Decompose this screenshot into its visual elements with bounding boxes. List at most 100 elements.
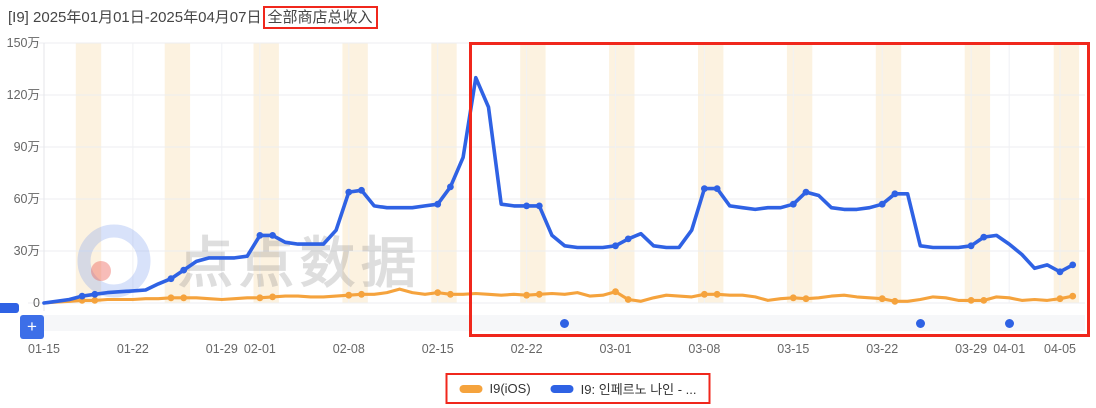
weekend-band (75, 43, 102, 303)
data-point-marker (269, 293, 276, 301)
data-point-marker (624, 235, 632, 243)
data-point-marker (256, 294, 264, 302)
data-point-marker (802, 188, 810, 196)
zoom-in-button[interactable]: + (20, 315, 44, 339)
svg-text:点点数据: 点点数据 (178, 232, 422, 294)
data-point-marker (980, 233, 988, 241)
data-point-marker (91, 297, 99, 304)
x-tick-label: 02-01 (244, 342, 276, 356)
data-point-marker (612, 242, 619, 250)
data-point-marker (612, 288, 619, 296)
weekend-band (786, 43, 813, 303)
data-point-marker (78, 292, 86, 300)
y-tick-label: 0 (33, 296, 40, 310)
legend-item-1[interactable]: I9: 인페르노 나인 - ... (550, 379, 697, 398)
x-tick-label: 01-15 (28, 342, 60, 356)
weekend-band (342, 43, 368, 303)
data-point-marker (701, 185, 708, 193)
chart-title: [I9] 2025年01月01日-2025年04月07日 全部商店总收入 (8, 6, 378, 29)
data-point-marker (967, 242, 975, 250)
weekend-band (875, 43, 902, 303)
datazoom-strip[interactable] (20, 315, 1085, 331)
weekend-band (1053, 43, 1080, 303)
x-tick-label: 04-01 (993, 342, 1025, 356)
x-tick-label: 02-22 (511, 342, 543, 356)
chart-title-prefix: [I9] 2025年01月01日-2025年04月07日 (8, 9, 262, 26)
x-tick-label: 03-29 (955, 342, 987, 356)
data-point-marker (1056, 295, 1064, 303)
y-tick-label: 120万 (7, 88, 40, 102)
diandian-watermark: 点点数据 (77, 224, 422, 298)
series-line-0[interactable] (42, 287, 1075, 305)
weekend-band (964, 43, 991, 303)
data-point-marker (358, 186, 365, 194)
weekend-band (164, 43, 191, 303)
legend-swatch-icon (550, 384, 574, 393)
data-point-marker (713, 185, 721, 193)
data-point-marker (713, 290, 721, 298)
data-point-marker (789, 200, 797, 208)
data-point-marker (980, 297, 988, 304)
data-point-marker (434, 289, 442, 296)
x-tick-label: 03-01 (600, 342, 632, 356)
weekend-band (698, 43, 724, 303)
event-marker-dot[interactable] (560, 319, 570, 328)
legend: I9(iOS) I9: 인페르노 나인 - ... (459, 379, 697, 398)
y-tick-label: 150万 (7, 36, 40, 50)
event-marker-dot[interactable] (915, 319, 925, 328)
event-marker-dot[interactable] (1004, 319, 1014, 328)
data-point-marker (878, 200, 886, 208)
data-point-marker (967, 297, 975, 304)
data-point-marker (523, 202, 530, 210)
data-point-marker (802, 295, 810, 303)
data-point-marker (180, 266, 188, 274)
data-point-marker (256, 232, 264, 239)
data-point-marker (891, 190, 899, 198)
chart-title-highlight: 全部商店总收入 (262, 6, 378, 29)
data-point-marker (434, 200, 442, 208)
data-point-marker (345, 291, 353, 299)
data-point-marker (891, 297, 899, 305)
legend-label: I9(iOS) (489, 381, 531, 396)
data-point-marker (447, 183, 454, 191)
data-point-marker (878, 295, 886, 303)
x-tick-label: 03-08 (688, 342, 720, 356)
data-point-marker (1069, 292, 1077, 300)
x-tick-label: 02-08 (333, 342, 365, 356)
weekend-band (253, 43, 279, 303)
data-point-marker (167, 275, 175, 283)
x-tick-label: 03-15 (777, 342, 809, 356)
legend-item-0[interactable]: I9(iOS) (459, 381, 531, 396)
y-tick-label: 30万 (14, 244, 40, 258)
data-point-marker (1056, 268, 1064, 276)
data-point-marker (91, 290, 99, 298)
data-point-marker (624, 296, 632, 303)
data-point-marker (535, 290, 543, 298)
legend-highlight-box: I9(iOS) I9: 인페르노 나인 - ... (445, 373, 711, 404)
weekend-band (520, 43, 546, 303)
data-point-marker (358, 290, 365, 298)
data-point-marker (269, 232, 276, 239)
data-point-marker (447, 290, 454, 298)
x-tick-label: 03-22 (866, 342, 898, 356)
legend-swatch-icon (459, 384, 483, 393)
weekend-band (431, 43, 457, 303)
legend-label: I9: 인페르노 나인 - ... (580, 382, 697, 397)
data-point-marker (1069, 261, 1077, 269)
datazoom-handle[interactable] (0, 303, 19, 313)
y-tick-label: 60万 (14, 192, 40, 206)
data-point-marker (535, 202, 543, 210)
data-point-marker (345, 188, 353, 196)
x-tick-label: 04-05 (1044, 342, 1076, 356)
data-point-marker (523, 291, 530, 299)
data-point-marker (789, 294, 797, 302)
x-tick-label: 01-29 (206, 342, 238, 356)
x-tick-label: 01-22 (117, 342, 149, 356)
y-tick-label: 90万 (14, 140, 40, 154)
series-line-1[interactable] (42, 75, 1075, 305)
weekend-band (609, 43, 635, 303)
data-point-marker (180, 294, 188, 302)
